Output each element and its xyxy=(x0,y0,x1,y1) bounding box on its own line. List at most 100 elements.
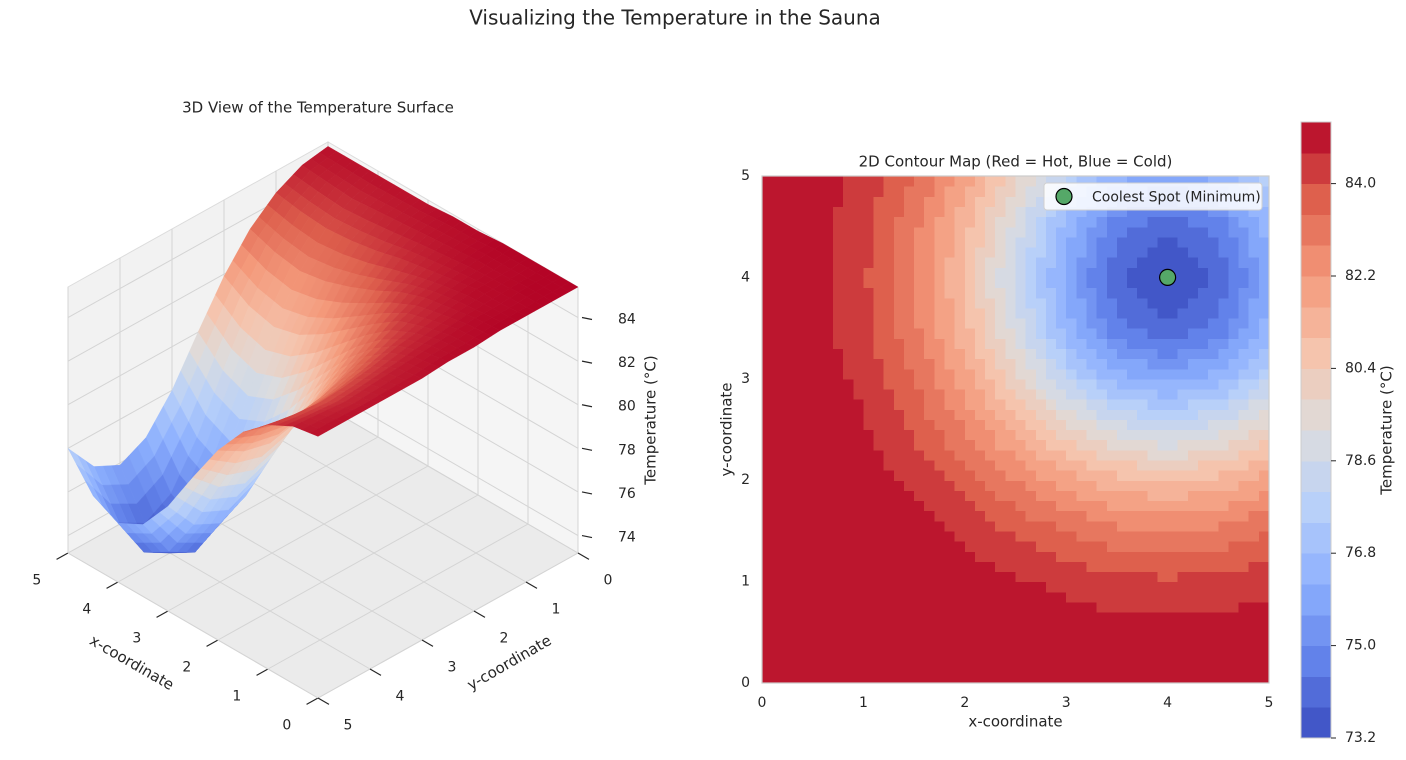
contour-cell xyxy=(1086,470,1098,481)
contour-cell xyxy=(782,490,794,502)
contour-cell xyxy=(944,206,956,218)
contour-cell xyxy=(954,257,966,268)
contour-cell xyxy=(903,530,915,542)
contour-cell xyxy=(1005,348,1017,360)
contour-cell xyxy=(944,561,956,573)
contour-cell xyxy=(792,378,804,390)
contour-cell xyxy=(914,409,925,420)
contour-cell xyxy=(812,612,824,623)
contour-cell xyxy=(853,277,864,289)
contour-cell xyxy=(1056,571,1067,583)
contour-cell xyxy=(772,419,783,431)
contour-cell xyxy=(1258,399,1270,410)
contour-cell xyxy=(873,226,885,238)
contour-cell xyxy=(914,480,925,491)
contour-cell xyxy=(1177,246,1189,258)
contour-cell xyxy=(914,368,925,380)
contour-cell xyxy=(1228,368,1240,380)
contour-cell xyxy=(1228,206,1240,218)
contour-cell xyxy=(782,439,794,451)
contour-cell xyxy=(832,520,844,532)
contour-cell xyxy=(863,551,875,562)
contour-cell xyxy=(1096,307,1108,319)
contour-cell xyxy=(1258,267,1270,278)
contour-cell xyxy=(1228,490,1240,502)
contour-cell xyxy=(924,541,935,552)
contour-cell xyxy=(812,490,824,502)
contour-cell xyxy=(944,601,956,613)
contour-cell xyxy=(853,378,864,390)
x-tick-label: 5 xyxy=(32,572,41,588)
contour-cell xyxy=(964,176,976,187)
axes-frame xyxy=(761,175,1270,684)
contour-cell xyxy=(1177,378,1189,390)
contour-cell xyxy=(903,429,915,441)
contour-cell xyxy=(1086,449,1098,461)
contour-cell xyxy=(1157,358,1169,370)
contour-cell xyxy=(1208,652,1219,664)
contour-cell xyxy=(1208,267,1219,278)
contour-cell xyxy=(1167,561,1179,573)
contour-cell xyxy=(1228,409,1240,420)
contour-cell xyxy=(985,267,996,278)
contour-cell xyxy=(1096,439,1108,451)
contour-cell xyxy=(1127,246,1138,258)
contour-cell xyxy=(1025,226,1037,238)
contour-cell xyxy=(1238,551,1250,562)
contour-cell xyxy=(1238,176,1250,187)
contour-cell xyxy=(964,287,976,299)
contour-cell xyxy=(1248,317,1260,329)
contour-cell xyxy=(1258,246,1270,258)
contour-cell xyxy=(1066,176,1077,187)
contour-cell xyxy=(1218,206,1230,218)
contour-cell xyxy=(974,561,986,573)
contour-cell xyxy=(812,652,824,664)
contour-cell xyxy=(883,480,895,491)
contour-cell xyxy=(1076,429,1088,441)
contour-cell xyxy=(995,297,1006,309)
y-tick-label: 3 xyxy=(448,659,457,675)
contour-cell xyxy=(1076,176,1088,187)
contour-cell xyxy=(1258,601,1270,613)
contour-cell xyxy=(1015,459,1027,471)
contour-cell xyxy=(1218,500,1230,512)
contour-cell xyxy=(772,581,783,593)
contour-cell xyxy=(1218,348,1230,360)
contour-cell xyxy=(903,206,915,218)
contour-cell xyxy=(1056,541,1067,552)
contour-cell xyxy=(1056,459,1067,471)
contour-cell xyxy=(944,267,956,278)
contour-cell xyxy=(873,399,885,410)
z-tick-label: 82 xyxy=(618,355,636,371)
contour-cell xyxy=(782,267,794,278)
contour-cell xyxy=(1076,632,1088,644)
contour-cell xyxy=(1116,470,1128,481)
colorbar-band xyxy=(1301,430,1331,462)
contour-cell xyxy=(924,196,935,208)
contour-cell xyxy=(1167,510,1179,522)
contour-cell xyxy=(792,652,804,664)
contour-cell xyxy=(985,632,996,644)
contour-cell xyxy=(822,257,834,268)
contour-cell xyxy=(822,409,834,420)
contour-cell xyxy=(1248,399,1260,410)
contour-cell xyxy=(1177,480,1189,491)
contour-cell xyxy=(762,378,773,390)
contour-cell xyxy=(772,672,783,684)
contour-cell xyxy=(974,226,986,238)
contour-cell xyxy=(1056,338,1067,349)
contour-cell xyxy=(954,500,966,512)
contour-cell xyxy=(914,277,925,289)
contour-cell xyxy=(1045,246,1057,258)
contour-cell xyxy=(792,236,804,248)
contour-cell xyxy=(1045,399,1057,410)
contour-cell xyxy=(1208,459,1219,471)
contour-cell xyxy=(802,226,814,238)
contour-cell xyxy=(1096,429,1108,441)
contour-cell xyxy=(1187,388,1199,400)
contour-cell xyxy=(1056,277,1067,289)
contour-cell xyxy=(1218,267,1230,278)
contour-cell xyxy=(1248,226,1260,238)
contour-cell xyxy=(1167,257,1179,268)
contour-cell xyxy=(822,571,834,583)
